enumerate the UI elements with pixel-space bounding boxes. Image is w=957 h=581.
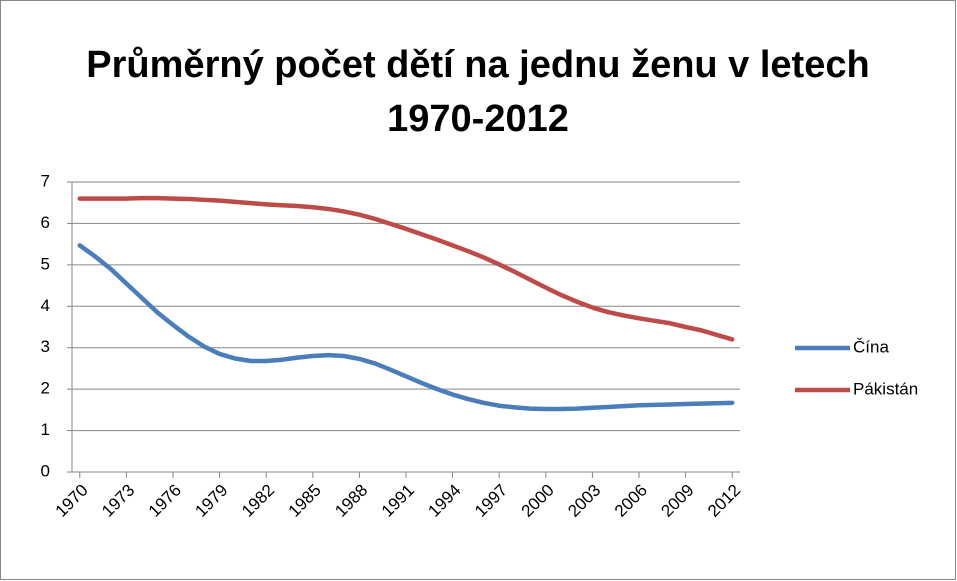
y-tick-label: 4 (41, 296, 50, 315)
y-tick-label: 1 (41, 420, 50, 439)
y-tick-label: 7 (41, 171, 50, 190)
y-tick-label: 3 (41, 337, 50, 356)
y-tick-label: 6 (41, 213, 50, 232)
legend-label: Pákistán (853, 379, 918, 398)
y-tick-label: 5 (41, 254, 50, 273)
chart-title: Průměrný počet dětí na jednu ženu v lete… (86, 44, 870, 140)
series-line (77, 195, 735, 342)
legend-label: Čína (853, 337, 889, 356)
y-tick-label: 0 (41, 461, 50, 480)
series-line (77, 243, 735, 412)
y-tick-label: 2 (41, 379, 50, 398)
